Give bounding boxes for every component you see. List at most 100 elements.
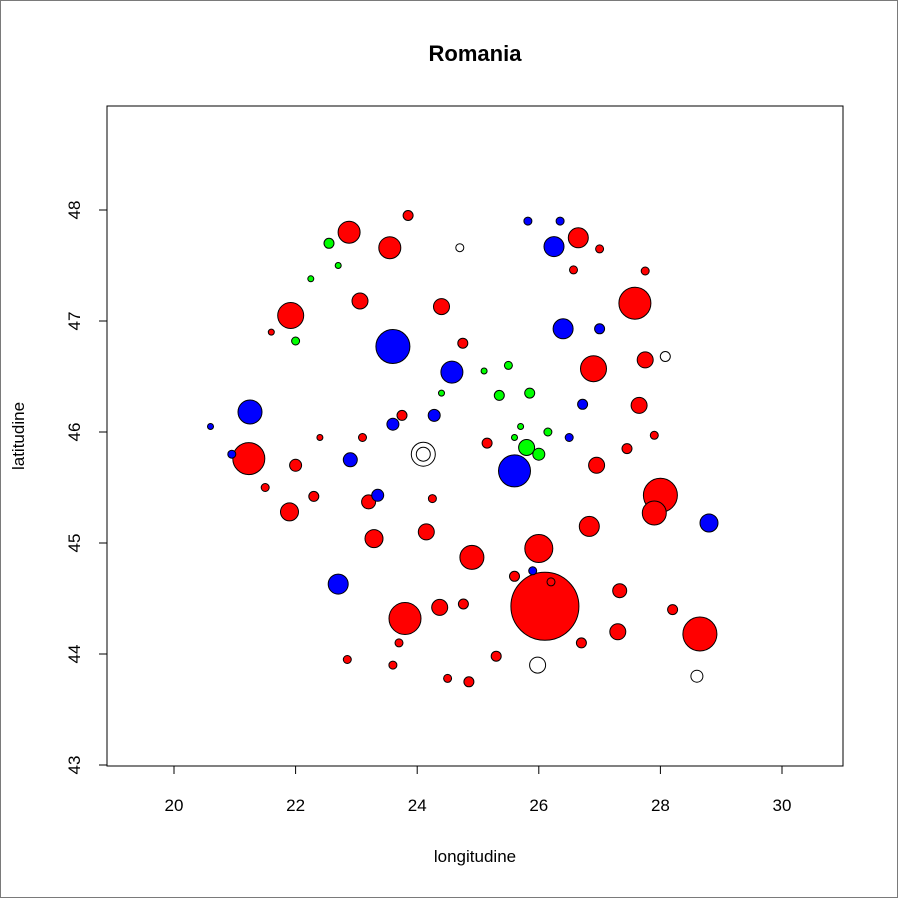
data-point-red (641, 500, 667, 526)
data-point-blue (594, 323, 606, 335)
data-point-red (588, 456, 606, 474)
data-point-red (640, 266, 650, 276)
data-point-red (463, 676, 475, 688)
y-tick-label: 43 (65, 756, 84, 775)
data-point-blue (699, 513, 719, 533)
data-point-green (291, 336, 301, 346)
data-point-green (524, 387, 536, 399)
data-point-blue (237, 399, 263, 425)
data-point-green (480, 367, 488, 375)
plot-area-border (106, 105, 844, 767)
data-point-blue (427, 408, 441, 422)
x-tick-label: 30 (773, 796, 792, 815)
data-point-red (378, 236, 402, 260)
data-point-red (267, 328, 275, 336)
data-point-red (308, 490, 320, 502)
y-tick-label: 45 (65, 534, 84, 553)
data-point-red (621, 443, 633, 455)
data-point-red (337, 220, 361, 244)
data-point-red (569, 265, 578, 275)
y-tick-label: 47 (65, 312, 84, 331)
data-point-blue (555, 216, 565, 226)
chart-title: Romania (429, 41, 523, 66)
data-point-red (443, 673, 453, 683)
data-point-white (415, 446, 431, 462)
data-point-red (457, 337, 469, 349)
data-point-blue (543, 236, 565, 258)
data-point-blue (342, 452, 358, 468)
x-tick-label: 24 (408, 796, 427, 815)
data-point-red (388, 660, 398, 670)
data-point-green (543, 427, 553, 437)
data-point-green (307, 275, 315, 283)
data-point-red (481, 437, 493, 449)
data-point-red (431, 598, 449, 616)
data-point-blue (375, 329, 411, 364)
data-point-blue (327, 573, 349, 595)
data-point-red (402, 210, 414, 221)
data-point-red (524, 534, 554, 563)
y-tick-label: 44 (65, 645, 84, 664)
data-point-blue (498, 454, 531, 488)
data-point-green (493, 389, 505, 401)
data-point-red (578, 515, 600, 537)
data-point-white (690, 669, 704, 683)
data-point-red (567, 227, 589, 249)
data-point-red (277, 302, 305, 329)
data-point-green (518, 439, 536, 456)
x-axis: 20 22 24 26 28 30 (165, 765, 792, 815)
x-axis-label: longitudine (434, 847, 516, 866)
data-point-red (417, 523, 435, 541)
data-point-red (459, 544, 485, 570)
data-point-red (394, 638, 404, 648)
data-point-green (323, 237, 335, 249)
data-point-blue (552, 318, 574, 340)
data-point-red (575, 637, 587, 649)
data-point-red (396, 409, 408, 421)
data-point-red (342, 655, 352, 664)
data-point-red (351, 292, 369, 310)
data-point-white (455, 243, 465, 253)
data-point-red (490, 650, 502, 662)
data-point-red (580, 355, 607, 383)
data-point-red (433, 298, 450, 316)
data-point-red (358, 433, 367, 442)
data-point-red (510, 571, 580, 641)
data-point-blue (207, 423, 214, 430)
data-point-red (667, 604, 679, 616)
data-point-white (529, 656, 547, 674)
data-point-blue (227, 449, 237, 459)
data-point-green (438, 389, 445, 397)
data-point-red (457, 598, 469, 610)
data-point-red (546, 577, 556, 587)
data-point-red (612, 583, 628, 599)
data-point-green (503, 360, 513, 370)
data-point-red (609, 623, 627, 641)
data-point-blue (386, 417, 400, 431)
y-axis-label: latitudine (9, 402, 28, 470)
data-point-red (682, 616, 718, 652)
y-tick-label: 48 (65, 201, 84, 220)
data-point-red (509, 570, 520, 582)
y-axis: 43 44 45 46 47 48 (65, 201, 108, 775)
x-tick-label: 28 (651, 796, 670, 815)
data-point-green (511, 434, 518, 441)
data-point-red (595, 244, 605, 254)
x-tick-label: 26 (529, 796, 548, 815)
data-point-red (316, 434, 324, 441)
data-point-red (280, 502, 299, 522)
data-point-blue (523, 216, 533, 226)
data-point-red (649, 430, 659, 440)
x-tick-label: 20 (165, 796, 184, 815)
data-point-green (334, 262, 342, 269)
data-point-red (636, 351, 654, 369)
y-tick-label: 46 (65, 423, 84, 442)
x-tick-label: 22 (286, 796, 305, 815)
data-point-red (289, 458, 303, 472)
data-point-red (618, 286, 652, 320)
data-point-red (260, 483, 270, 492)
data-point-red (427, 494, 437, 504)
data-point-blue (371, 488, 385, 502)
